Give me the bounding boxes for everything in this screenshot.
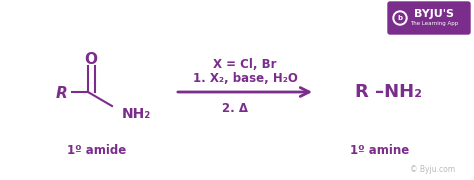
Text: 1º amide: 1º amide [67,143,127,156]
Text: © Byju.com: © Byju.com [410,165,455,174]
Circle shape [395,13,405,23]
Text: X = Cl, Br: X = Cl, Br [213,57,277,71]
Text: b: b [397,15,402,21]
Text: R: R [56,87,68,102]
Text: NH₂: NH₂ [122,107,151,121]
Text: O: O [84,51,98,66]
Text: BYJU'S: BYJU'S [414,9,454,19]
Text: 2. Δ: 2. Δ [222,102,248,114]
Circle shape [393,11,407,25]
Text: The Learning App: The Learning App [410,21,458,26]
Text: 1. X₂, base, H₂O: 1. X₂, base, H₂O [192,71,298,84]
Text: 1º amine: 1º amine [350,143,410,156]
Text: R –NH₂: R –NH₂ [355,83,422,101]
FancyBboxPatch shape [388,2,470,34]
